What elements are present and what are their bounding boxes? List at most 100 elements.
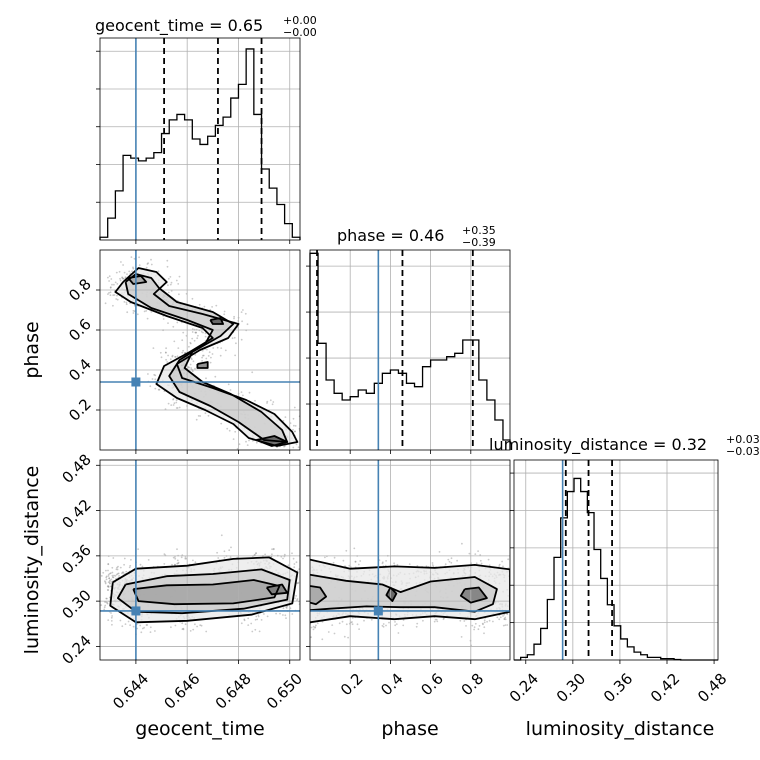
sample-point [149, 385, 152, 388]
sample-point [214, 375, 217, 378]
contour-line [310, 573, 498, 613]
sample-point [105, 575, 108, 578]
sample-point [327, 631, 330, 633]
sample-point [216, 346, 219, 349]
density-region [310, 574, 497, 612]
sample-point [356, 623, 359, 626]
sample-point [511, 567, 513, 569]
sample-point [124, 623, 127, 625]
sample-point [502, 615, 504, 617]
sample-point [116, 294, 118, 297]
sample-point [123, 563, 125, 566]
sample-point [146, 317, 149, 320]
sample-point [128, 270, 131, 273]
sample-point [141, 627, 144, 630]
sample-point [124, 276, 127, 278]
sample-point [435, 618, 438, 621]
sample-point [229, 556, 232, 558]
sample-point [502, 565, 504, 568]
sample-point [173, 402, 176, 405]
title-phase-minus: −0.39 [462, 236, 496, 249]
sample-point [248, 391, 251, 394]
sample-point [166, 361, 169, 363]
sample-point [266, 400, 269, 403]
sample-point [504, 624, 507, 626]
sample-point [256, 618, 259, 621]
sample-point [132, 309, 135, 312]
sample-point [181, 339, 184, 342]
sample-point [215, 304, 218, 307]
title-luminosity-distance: luminosity_distance = 0.32 [489, 435, 707, 455]
sample-point [109, 291, 112, 294]
contour-line [114, 267, 299, 447]
sample-point [516, 614, 518, 616]
sample-point [471, 624, 474, 627]
sample-point [167, 322, 169, 324]
sample-point [305, 564, 307, 566]
sample-point [163, 553, 166, 555]
sample-point [300, 614, 302, 616]
sample-point [483, 632, 485, 635]
sample-point [255, 615, 258, 618]
sample-point [285, 607, 288, 609]
sample-point [285, 606, 288, 608]
sample-point [172, 556, 175, 559]
contour-line [196, 361, 209, 369]
sample-point [506, 624, 509, 626]
sample-point [122, 277, 124, 280]
sample-point [258, 630, 261, 633]
sample-point [201, 360, 204, 362]
sample-point [302, 610, 304, 612]
sample-point [181, 351, 184, 354]
sample-point [305, 549, 307, 551]
tick-label-geocent-time: 0.648 [212, 670, 255, 713]
sample-point [306, 572, 308, 574]
sample-point [126, 311, 129, 314]
xlabel-luminosity-distance: luminosity_distance [526, 718, 715, 740]
sample-point [109, 582, 111, 585]
sample-point [169, 283, 172, 286]
sample-point [171, 355, 174, 358]
sample-point [354, 560, 357, 563]
sample-point [348, 564, 351, 567]
sample-point [444, 563, 447, 566]
sample-point [504, 616, 507, 619]
sample-point [206, 348, 208, 351]
sample-point [395, 623, 398, 625]
tick-label-phase: 0.4 [65, 355, 95, 385]
sample-point [511, 606, 513, 608]
sample-point [474, 622, 477, 625]
sample-point [100, 575, 103, 577]
sample-point [107, 586, 110, 588]
sample-point [159, 351, 162, 354]
sample-point [211, 306, 214, 308]
sample-point [106, 597, 108, 600]
sample-point [499, 616, 502, 619]
sample-point [284, 416, 287, 418]
sample-point [125, 303, 128, 306]
sample-point [191, 331, 194, 333]
sample-point [271, 553, 273, 556]
sample-point [176, 562, 179, 565]
sample-point [102, 571, 105, 574]
sample-point [321, 638, 324, 641]
sample-point [147, 373, 149, 375]
sample-point [121, 571, 124, 574]
sample-point [115, 271, 118, 274]
sample-point [176, 548, 178, 551]
sample-point [305, 623, 307, 625]
sample-point [226, 427, 229, 430]
sample-point [312, 625, 315, 628]
sample-point [204, 332, 207, 335]
contour-line [209, 317, 224, 325]
sample-point [295, 595, 297, 597]
sample-point [111, 571, 114, 574]
sample-point [191, 370, 194, 373]
sample-point [271, 548, 273, 551]
sample-point [511, 615, 513, 617]
sample-point [231, 337, 234, 340]
sample-point [132, 312, 135, 314]
sample-point [264, 553, 266, 556]
sample-point [351, 617, 354, 619]
sample-point [121, 572, 123, 575]
